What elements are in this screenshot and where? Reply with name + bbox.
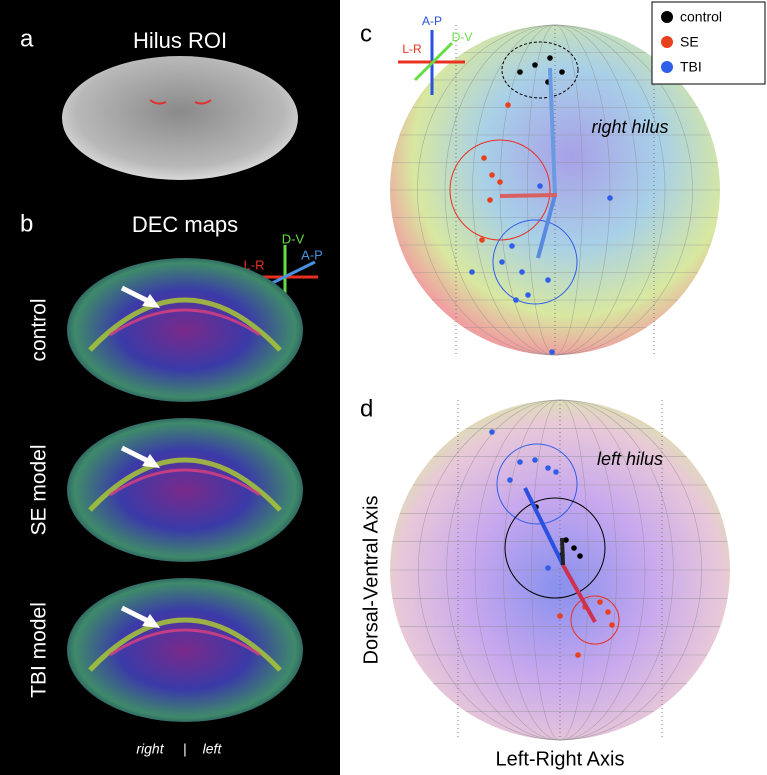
data-dot [577, 553, 583, 559]
footer-label: left [203, 741, 223, 757]
axis-label: L-R [402, 42, 422, 56]
data-dot [545, 465, 551, 471]
panel-title: Hilus ROI [133, 28, 227, 53]
data-dot [537, 183, 543, 189]
panel-label: b [20, 210, 33, 237]
data-dot [532, 457, 538, 463]
mean-vector [500, 195, 557, 196]
panel-label: a [20, 25, 34, 52]
data-dot [553, 469, 559, 475]
legend-dot [661, 36, 673, 48]
dec-map [67, 578, 303, 722]
axis-label: A-P [422, 14, 442, 28]
data-dot [545, 565, 551, 571]
data-dot [499, 259, 505, 265]
annotation: right hilus [591, 117, 668, 137]
panel-label: c [360, 20, 372, 47]
data-dot [481, 155, 487, 161]
axis-title: Left-Right Axis [496, 748, 625, 770]
axis-label: D-V [452, 30, 473, 44]
data-dot [509, 243, 515, 249]
data-dot [497, 179, 503, 185]
data-dot [557, 613, 563, 619]
annotation: left hilus [597, 449, 663, 469]
data-dot [597, 599, 603, 605]
data-dot [607, 195, 613, 201]
legend-dot [661, 11, 673, 23]
data-dot [525, 292, 531, 298]
data-dot [479, 237, 485, 243]
data-dot [505, 102, 511, 108]
footer-label: | [183, 741, 187, 757]
data-dot [547, 55, 553, 61]
legend-label: SE [680, 34, 699, 50]
figure: a Hilus ROI b DEC maps D-V L-R A-P contr… [0, 0, 767, 775]
legend-label: control [680, 9, 722, 25]
axis-title: Dorsal-Ventral Axis [360, 496, 382, 665]
data-dot [545, 277, 551, 283]
data-dot [517, 69, 523, 75]
data-dot [605, 609, 611, 615]
panel-title: DEC maps [132, 212, 238, 237]
legend: control SE TBI [652, 2, 765, 84]
data-dot [532, 62, 538, 68]
data-dot [507, 477, 513, 483]
data-dot [489, 172, 495, 178]
dec-map [67, 418, 303, 562]
row-label: control [28, 298, 51, 361]
footer-label: right [136, 741, 164, 757]
legend-dot [661, 61, 673, 73]
data-dot [559, 69, 565, 75]
data-dot [519, 269, 525, 275]
dec-map [67, 258, 303, 402]
panel-label: d [360, 395, 373, 422]
legend-label: TBI [680, 59, 702, 75]
data-dot [469, 269, 475, 275]
data-dot [609, 622, 615, 628]
data-dot [575, 652, 581, 658]
row-label: SE model [28, 444, 51, 535]
data-dot [487, 197, 493, 203]
data-dot [571, 545, 577, 551]
axis-label: A-P [301, 247, 323, 262]
mean-vector [562, 538, 563, 565]
data-dot [549, 349, 555, 355]
data-dot [517, 459, 523, 465]
row-label: TBI model [28, 602, 51, 698]
brain-image [62, 56, 298, 180]
axis-label: D-V [282, 231, 305, 246]
data-dot [489, 429, 495, 435]
